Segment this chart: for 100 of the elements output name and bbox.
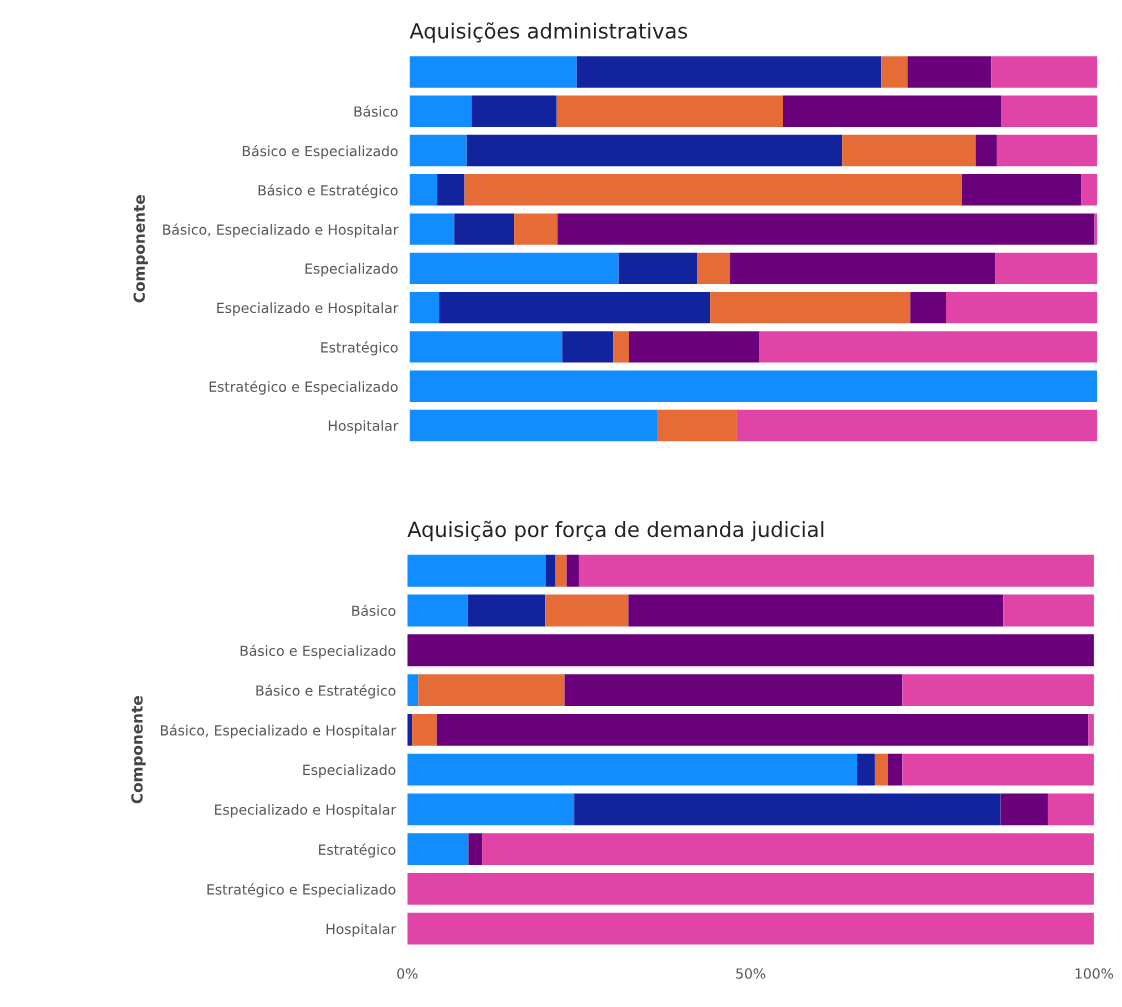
bar [407, 793, 575, 826]
bar [407, 912, 1094, 945]
bar [409, 174, 438, 206]
bar [407, 594, 468, 627]
y-tick-label: Básico e Estratégico [258, 184, 398, 199]
bar [545, 594, 629, 627]
x-tick-label: 50% [736, 968, 766, 979]
bar [409, 95, 472, 127]
bar [468, 833, 483, 866]
bar [991, 56, 1098, 88]
bar [578, 554, 1094, 587]
bar [907, 56, 992, 88]
bar [555, 554, 567, 587]
y-tick-label: Estratégico e Especializado [207, 883, 396, 898]
chart-title: Aquisição por força de demanda judicial [407, 520, 824, 542]
bar [975, 134, 997, 167]
y-tick-label: Especializado e Hospitalar [215, 804, 397, 818]
y-tick-label: Especializado e Hospitalar [217, 302, 399, 316]
y-tick-label: Estratégico e Especializado [209, 380, 398, 395]
y-tick-label: Estratégico [319, 843, 396, 858]
y-axis-title: Componente [131, 696, 146, 804]
bar [466, 134, 843, 167]
bar [576, 56, 882, 88]
y-axis-title: Componente [133, 195, 148, 303]
bar [574, 793, 1001, 826]
bar [887, 753, 903, 786]
bar [467, 594, 546, 627]
bar [407, 554, 546, 587]
bar [613, 331, 629, 363]
bar [409, 409, 658, 442]
bar [628, 594, 1004, 627]
bar [1001, 95, 1098, 127]
bar [545, 554, 556, 587]
bar [409, 56, 577, 88]
bar [407, 833, 469, 866]
bar [618, 252, 698, 285]
bar [407, 634, 1094, 667]
bar [1081, 174, 1098, 206]
bar [902, 674, 1094, 706]
y-tick-label: Básico e Estratégico [256, 684, 396, 699]
bar [710, 291, 911, 324]
bar [482, 833, 1094, 866]
bar [407, 873, 1094, 905]
bar [730, 252, 996, 285]
bar [409, 291, 440, 324]
bar [628, 331, 760, 363]
bar [1047, 793, 1094, 826]
bar [697, 252, 731, 285]
bar [556, 95, 783, 127]
y-tick-label: Especializado [303, 764, 396, 778]
bar [439, 291, 711, 324]
bar [407, 753, 858, 786]
y-tick-label: Básico e Especializado [240, 644, 396, 659]
x-tick-label: 100% [1075, 968, 1114, 979]
bar [409, 331, 563, 363]
y-tick-label: Básico, Especializado e Hospitalar [160, 724, 397, 739]
bar [946, 291, 1098, 324]
bar [418, 674, 565, 706]
chart-title: Aquisições administrativas [409, 22, 688, 43]
bar [961, 174, 1082, 206]
bar [874, 753, 888, 786]
bar [736, 409, 1098, 442]
bar [562, 331, 614, 363]
bar [409, 213, 455, 245]
x-tick-label: 0% [397, 968, 418, 979]
bar [910, 291, 946, 324]
bar [783, 95, 1002, 127]
bar [436, 713, 1089, 746]
bar [881, 56, 908, 88]
bar [1000, 793, 1048, 826]
bar [564, 674, 903, 706]
bar [454, 213, 515, 245]
y-tick-label: Especializado [305, 263, 398, 277]
bar [514, 213, 558, 245]
bar [407, 674, 419, 706]
bar [464, 174, 962, 206]
bar [409, 252, 619, 285]
bar [842, 134, 976, 167]
bar [409, 134, 467, 167]
bar [996, 134, 1098, 167]
y-tick-label: Básico, Especializado e Hospitalar [163, 223, 399, 238]
bar [1088, 713, 1094, 746]
y-tick-label: Hospitalar [326, 923, 397, 937]
bar [557, 213, 1095, 245]
bar [409, 370, 1098, 402]
bar [657, 409, 737, 442]
y-tick-label: Básico e Especializado [242, 144, 398, 159]
bar [995, 252, 1098, 285]
y-tick-label: Básico [354, 105, 398, 117]
y-tick-label: Básico [352, 604, 396, 616]
bar [759, 331, 1098, 363]
y-tick-label: Hospitalar [328, 420, 399, 434]
bar [1003, 594, 1094, 627]
bar [437, 174, 465, 206]
bar [902, 753, 1094, 786]
bar [857, 753, 875, 786]
bar [566, 554, 579, 587]
bar [412, 713, 437, 746]
bar [471, 95, 557, 127]
y-tick-label: Estratégico [321, 341, 398, 356]
